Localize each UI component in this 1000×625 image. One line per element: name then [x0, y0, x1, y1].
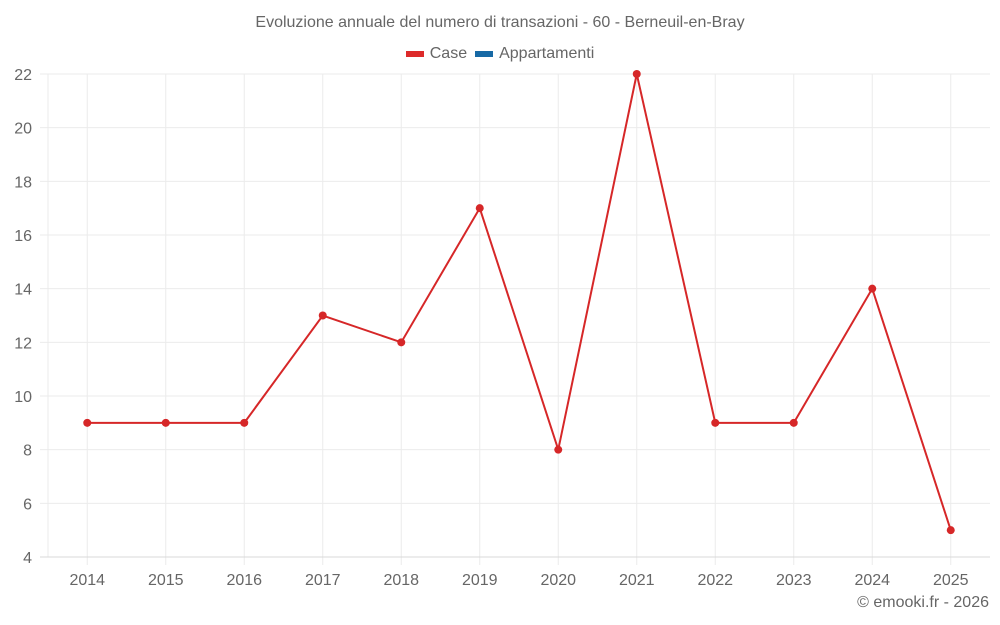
- data-point[interactable]: [318, 311, 327, 320]
- legend-item-case[interactable]: Case: [405, 45, 468, 63]
- data-point[interactable]: [475, 204, 484, 213]
- data-point[interactable]: [83, 418, 92, 427]
- x-tick-label: 2017: [305, 572, 341, 589]
- x-tick-label: 2019: [462, 572, 498, 589]
- x-tick-label: 2020: [540, 572, 576, 589]
- legend-label-case: Case: [429, 45, 468, 62]
- y-axis-labels: 4 6 8 10 12 14 16 18 20 22: [14, 67, 32, 567]
- y-tick-label: 4: [23, 550, 32, 567]
- data-point[interactable]: [868, 284, 877, 293]
- x-tick-label: 2015: [148, 572, 184, 589]
- legend-label-appartamenti: Appartamenti: [499, 45, 595, 62]
- data-point[interactable]: [946, 526, 955, 535]
- series-case: [83, 70, 955, 535]
- x-tick-label: 2025: [933, 572, 969, 589]
- axes: [40, 74, 990, 558]
- legend: Case Appartamenti: [0, 45, 1000, 63]
- data-point[interactable]: [632, 70, 641, 78]
- data-point[interactable]: [789, 418, 798, 427]
- y-tick-label: 8: [23, 443, 32, 460]
- x-axis-labels: 2014 2015 2016 2017 2018 2019 2020 2021 2022 2023…: [69, 572, 968, 589]
- y-tick-label: 14: [14, 282, 32, 299]
- y-tick-label: 20: [14, 121, 32, 138]
- y-tick-label: 10: [14, 389, 32, 406]
- data-point[interactable]: [711, 418, 720, 427]
- legend-swatch-case: [405, 51, 424, 57]
- y-tick-label: 18: [14, 174, 32, 191]
- data-point[interactable]: [240, 418, 249, 427]
- x-tick-label: 2021: [619, 572, 655, 589]
- data-point[interactable]: [161, 418, 170, 427]
- y-tick-label: 22: [14, 67, 32, 84]
- x-tick-label: 2024: [854, 572, 890, 589]
- x-tick-label: 2022: [697, 572, 733, 589]
- chart-title: Evoluzione annuale del numero di transaz…: [255, 14, 745, 31]
- x-tick-label: 2014: [69, 572, 105, 589]
- y-tick-label: 6: [23, 496, 32, 513]
- copyright: © emooki.fr - 2026: [857, 594, 989, 611]
- y-tick-label: 12: [14, 335, 32, 352]
- x-tick-label: 2023: [776, 572, 812, 589]
- legend-item-appartamenti[interactable]: Appartamenti: [475, 45, 594, 63]
- grid-lines: [40, 73, 990, 565]
- y-tick-label: 16: [14, 228, 32, 245]
- data-point[interactable]: [554, 445, 563, 454]
- data-point[interactable]: [397, 338, 406, 347]
- legend-swatch-appartamenti: [475, 51, 494, 57]
- x-tick-label: 2016: [226, 572, 262, 589]
- x-tick-label: 2018: [383, 572, 419, 589]
